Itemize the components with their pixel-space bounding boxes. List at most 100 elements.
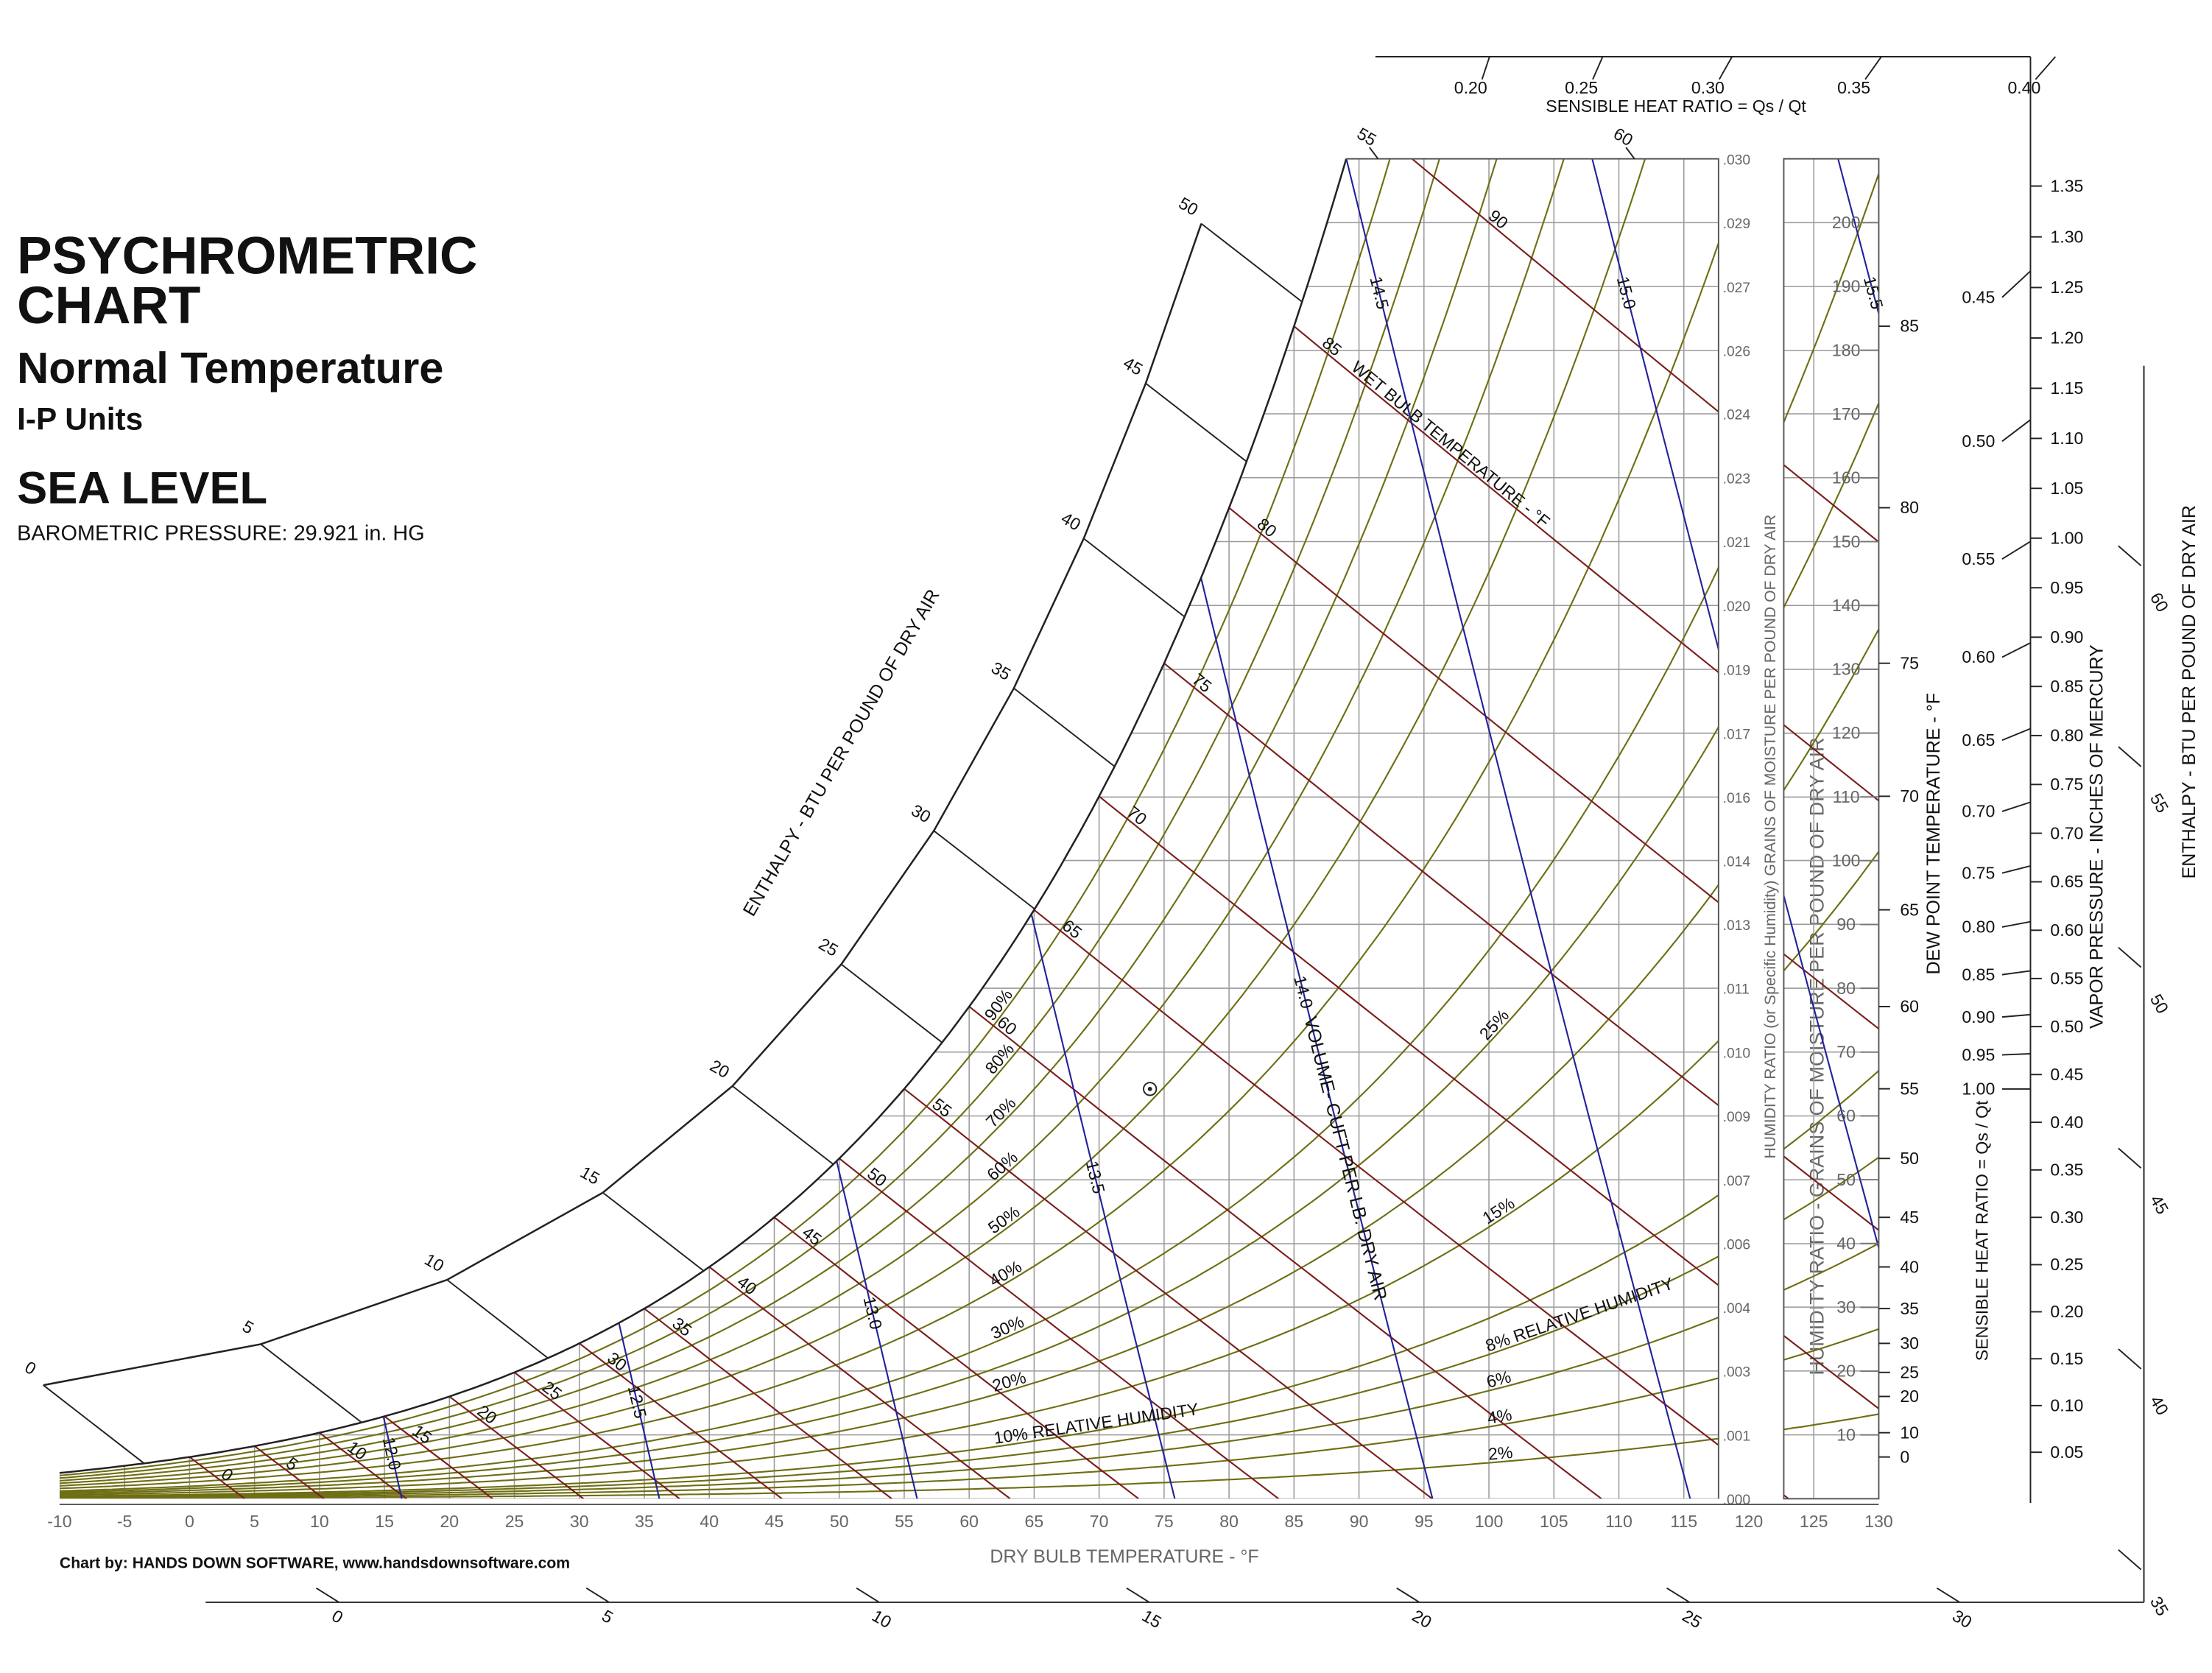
rh-curve <box>59 1070 1879 1497</box>
y-tick-label: .006 <box>1723 1238 1750 1253</box>
rh-curve <box>59 403 1879 1493</box>
vapor-pressure-tick-label: 0.85 <box>2050 677 2083 696</box>
enthalpy-tick <box>732 1085 834 1165</box>
grains-axis-label: HUMIDITY RATIO - GRAINS OF MOISTURE PER … <box>1806 738 1828 1376</box>
x-tick-label: 5 <box>250 1512 259 1531</box>
wet-bulb-line <box>189 1456 246 1499</box>
shr-tick-label: 0.90 <box>1962 1007 1995 1026</box>
x-tick-label: 10 <box>310 1512 329 1531</box>
vapor-pressure-tick-label: 1.00 <box>2050 529 2083 548</box>
shr-tick <box>1592 56 1604 80</box>
y-tick-label: .029 <box>1723 216 1750 232</box>
y-tick-label: .030 <box>1723 152 1750 168</box>
dew-point-tick-label: 35 <box>1900 1299 1919 1318</box>
x-tick-label: 40 <box>700 1512 719 1531</box>
wet-bulb-line <box>448 1395 585 1499</box>
enthalpy-bottom-tick <box>315 1587 339 1603</box>
vapor-pressure-tick-label: 0.40 <box>2050 1113 2083 1132</box>
vapor-pressure-tick-label: 1.10 <box>2050 429 2083 448</box>
dew-point-tick-label: 55 <box>1900 1079 1919 1098</box>
shr-tick-label: 0.65 <box>1962 730 1995 750</box>
rh-curve <box>59 158 1659 1487</box>
x-tick-label: 115 <box>1670 1512 1697 1531</box>
x-tick-label: 105 <box>1540 1512 1568 1531</box>
y-tick-label: .009 <box>1723 1110 1750 1125</box>
x-tick-label: 20 <box>440 1512 459 1531</box>
vapor-pressure-tick-label: 0.80 <box>2050 726 2083 745</box>
grains-tick-label: 20 <box>1836 1362 1856 1381</box>
pressure-text: BAROMETRIC PRESSURE: 29.921 in. HG <box>17 522 425 546</box>
enthalpy-tick <box>1083 538 1186 618</box>
x-tick-label: 95 <box>1415 1512 1434 1531</box>
wet-bulb-line <box>319 1431 407 1499</box>
x-tick-label: 125 <box>1800 1512 1828 1531</box>
x-tick-label: 25 <box>505 1512 524 1531</box>
rh-curve <box>59 158 1763 1490</box>
grains-tick-label: 80 <box>1836 979 1856 998</box>
saturation-curve <box>59 158 1348 1474</box>
rh-curve <box>59 1413 1879 1499</box>
grains-tick-label: 150 <box>1832 532 1861 551</box>
enthalpy-bottom-tick <box>1936 1587 1960 1603</box>
shr-tick <box>2001 1053 2031 1056</box>
wet-bulb-line <box>579 1342 783 1499</box>
grains-tick-label: 160 <box>1832 468 1861 487</box>
enthalpy-tick <box>1200 222 1303 303</box>
wet-bulb-line <box>839 1158 1279 1499</box>
x-tick-label: 65 <box>1025 1512 1044 1531</box>
grains-tick-label: 190 <box>1832 277 1861 296</box>
rh-curve <box>59 173 1879 1492</box>
shr-axis-label: SENSIBLE HEAT RATIO = Qs / Qt <box>1546 96 1806 116</box>
shr-tick-label: 0.95 <box>1962 1045 1995 1064</box>
enthalpy-tick <box>602 1191 705 1272</box>
wet-bulb-line <box>254 1445 325 1499</box>
y-tick-label: .010 <box>1723 1046 1750 1061</box>
wet-bulb-line <box>1163 662 1879 1499</box>
enthalpy-tick <box>840 963 943 1043</box>
vapor-pressure-tick-label: 0.15 <box>2050 1349 2083 1368</box>
y-tick-label: .026 <box>1723 345 1750 360</box>
shr-tick <box>2035 56 2057 80</box>
rh-curve <box>59 158 1451 1479</box>
dew-point-tick-label: 10 <box>1900 1423 1919 1442</box>
rh-label: 2% <box>1487 1443 1513 1464</box>
rh-curve <box>59 628 1879 1495</box>
vapor-pressure-tick-label: 1.20 <box>2050 328 2083 348</box>
grains-tick-label: 100 <box>1832 851 1861 870</box>
enthalpy-right-tick <box>2118 946 2142 968</box>
vapor-pressure-tick-label: 0.50 <box>2050 1017 2083 1036</box>
y-tick-label: .011 <box>1723 982 1750 998</box>
x-tick-label: 60 <box>959 1512 979 1531</box>
shr-tick-label: 0.80 <box>1962 917 1995 937</box>
shr-tick <box>2001 270 2032 298</box>
x-tick-label: 15 <box>375 1512 394 1531</box>
grains-tick-label: 140 <box>1832 596 1861 615</box>
vapor-pressure-tick-label: 0.90 <box>2050 627 2083 647</box>
x-tick-label: 50 <box>830 1512 849 1531</box>
vapor-pressure-tick-label: 0.55 <box>2050 969 2083 988</box>
x-tick-label: 45 <box>765 1512 784 1531</box>
vapor-pressure-tick-label: 1.05 <box>2050 479 2083 498</box>
x-tick-label: -10 <box>47 1512 71 1531</box>
shr-tick <box>2001 864 2031 874</box>
grains-tick-label: 70 <box>1836 1042 1856 1061</box>
shr-origin <box>1143 1082 1158 1096</box>
rh-curve <box>59 1242 1879 1498</box>
shr-tick <box>1481 56 1490 80</box>
shr-tick <box>2001 920 2031 928</box>
shr-tick <box>2001 642 2031 658</box>
dew-point-tick-label: 85 <box>1900 317 1919 336</box>
shr-tick <box>1718 56 1733 80</box>
y-tick-label: .024 <box>1723 408 1751 423</box>
y-tick-label: .027 <box>1723 281 1750 296</box>
enthalpy-axis-label: ENTHALPY - BTU PER POUND OF DRY AIR <box>2179 505 2199 878</box>
y-tick-label: .013 <box>1723 918 1750 934</box>
enthalpy-tick <box>446 1279 549 1359</box>
wet-bulb-line <box>1033 909 1789 1499</box>
enthalpy-bottom-tick <box>585 1587 610 1603</box>
vapor-pressure-tick-label: 0.05 <box>2050 1443 2083 1462</box>
wet-bulb-line <box>1358 158 1879 1499</box>
enthalpy-tick <box>1013 687 1116 767</box>
x-tick-label: 0 <box>185 1512 194 1531</box>
wet-bulb-line <box>773 1216 1139 1499</box>
